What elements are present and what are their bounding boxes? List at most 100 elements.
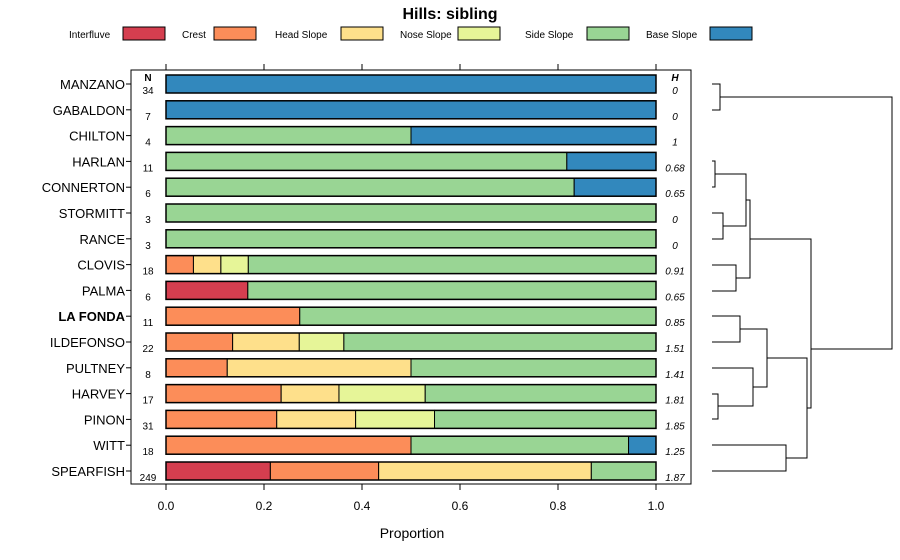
bar-segment-side-slope: [165, 126, 412, 146]
bar-segment-base-slope: [628, 435, 657, 455]
bar-segment-crest: [165, 255, 194, 275]
bar-segment-nose-slope: [355, 409, 436, 429]
bar-row: HARLAN 11 0.68: [72, 151, 685, 174]
bar-row: LA FONDA 11 0.85: [58, 306, 685, 329]
row-label: CHILTON: [69, 129, 125, 144]
bar-outline: [165, 254, 657, 275]
dendro-branch: [712, 444, 787, 472]
row-n-value: 4: [145, 138, 151, 149]
row-label: SPEARFISH: [51, 464, 125, 479]
legend-label-2: Head Slope: [275, 30, 328, 41]
legend-label-3: Nose Slope: [400, 30, 452, 41]
bar-segment-side-slope: [299, 306, 657, 326]
bar-rows: MANZANO 34 0 GABALDON 7 0 CHILTON 4 1 HARLAN 11 0.6…: [42, 74, 685, 484]
legend-label-1: Crest: [182, 30, 206, 41]
legend-swatch-0: [122, 26, 166, 41]
x-tick-label: 0.8: [550, 499, 567, 513]
row-h-value: 0.65: [665, 189, 685, 200]
dendro-branch: [767, 357, 808, 459]
row-label: PULTNEY: [66, 361, 125, 376]
bar-outline: [165, 409, 657, 430]
bar-segment-crest: [165, 306, 301, 326]
bar-segment-side-slope: [165, 151, 568, 171]
legend-swatch-2: [340, 26, 384, 41]
dendro-branch: [712, 393, 719, 420]
bar-segment-crest: [165, 358, 228, 378]
bar-segment-base-slope: [410, 126, 657, 146]
bar-segment-crest: [165, 384, 282, 404]
legend: Interfluve Crest Head Slope Nose Slope Side …: [69, 26, 753, 41]
row-h-value: 0.65: [665, 292, 685, 303]
row-label: PINON: [84, 412, 125, 427]
bar-segment-side-slope: [165, 177, 575, 197]
row-n-value: 34: [142, 86, 154, 97]
row-h-value: 1.51: [665, 344, 684, 355]
bar-row: GABALDON 7 0: [53, 100, 678, 123]
row-n-value: 3: [145, 215, 151, 226]
bar-row: CONNERTON 6 0.65: [42, 177, 685, 200]
row-h-value: 0: [672, 241, 678, 252]
dendro-branch: [712, 160, 716, 188]
bar-segment-nose-slope: [338, 384, 426, 404]
x-axis-label: Proportion: [380, 525, 445, 541]
bar-row: ILDEFONSO 22 1.51: [50, 332, 685, 355]
row-h-value: 1.87: [665, 473, 685, 484]
bar-segment-interfluve: [165, 461, 271, 481]
bar-segment-base-slope: [165, 74, 657, 94]
row-n-value: 31: [142, 421, 154, 432]
bar-segment-side-slope: [247, 280, 657, 300]
legend-label-0: Interfluve: [69, 30, 111, 41]
bar-segment-side-slope: [247, 255, 657, 275]
x-axis: 0.0 0.2 0.4 0.6 0.8 1.0: [158, 64, 665, 513]
bar-segment-crest: [165, 435, 412, 455]
bar-segment-side-slope: [410, 358, 657, 378]
h-column-header: H: [671, 73, 679, 84]
dendro-branch: [712, 264, 737, 292]
row-label: CONNERTON: [42, 180, 125, 195]
row-n-value: 7: [145, 112, 151, 123]
x-tick-label: 0.4: [354, 499, 371, 513]
bar-outline: [165, 435, 657, 455]
bar-outline: [165, 203, 657, 223]
x-tick-label: 1.0: [648, 499, 665, 513]
row-label: MANZANO: [60, 77, 125, 92]
row-h-value: 0: [672, 215, 678, 226]
dendro-branch: [750, 238, 812, 409]
bar-segment-head-slope: [276, 409, 357, 429]
row-h-value: 1.41: [665, 370, 684, 381]
bar-segment-base-slope: [566, 151, 657, 171]
bar-row: PINON 31 1.85: [84, 409, 685, 432]
bar-outline: [165, 125, 657, 146]
row-h-value: 0: [672, 86, 678, 97]
bar-outline: [165, 332, 657, 352]
bar-segment-side-slope: [590, 461, 657, 481]
bar-segment-head-slope: [232, 332, 300, 352]
row-n-value: 6: [145, 292, 151, 303]
x-tick-label: 0.2: [256, 499, 273, 513]
bar-row: HARVEY 17 1.81: [72, 383, 685, 407]
dendro-branch: [712, 315, 741, 343]
bar-outline: [165, 100, 657, 120]
dendro-branch: [715, 173, 747, 227]
row-label: HARLAN: [72, 154, 125, 169]
bar-segment-crest: [165, 332, 234, 352]
bar-outline: [165, 74, 657, 94]
bar-segment-side-slope: [410, 435, 630, 455]
dendro-branch: [712, 83, 721, 111]
row-label: LA FONDA: [58, 309, 125, 324]
bar-segment-base-slope: [165, 100, 657, 120]
row-label: HARVEY: [72, 387, 126, 402]
dendro-branch: [720, 96, 893, 350]
bar-segment-side-slope: [343, 332, 657, 352]
legend-swatch-5: [709, 26, 753, 41]
row-n-value: 17: [142, 396, 154, 407]
dendrogram: [712, 83, 893, 472]
row-n-value: 3: [145, 241, 151, 252]
bar-segment-side-slope: [165, 203, 657, 223]
bar-segment-head-slope: [192, 255, 222, 275]
row-label: RANCE: [79, 232, 125, 247]
bar-outline: [165, 151, 657, 172]
bar-segment-head-slope: [226, 358, 412, 378]
bar-row: MANZANO 34 0: [60, 74, 678, 97]
